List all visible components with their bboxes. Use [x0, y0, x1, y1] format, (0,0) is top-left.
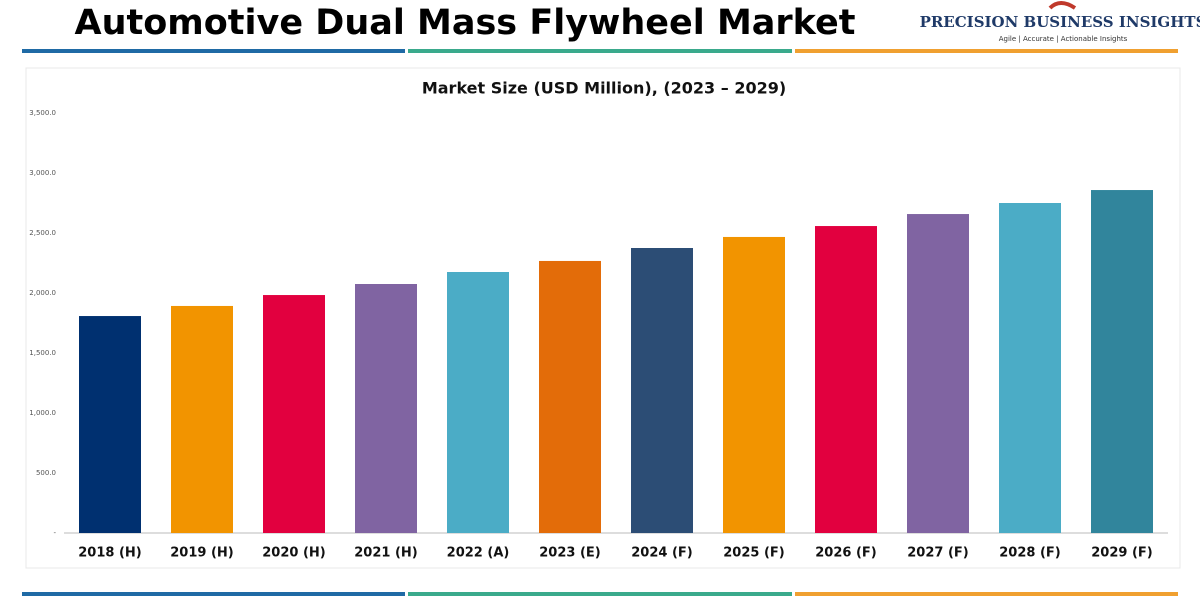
bar [355, 284, 417, 533]
x-tick-label: 2027 (F) [907, 546, 968, 561]
y-tick-label: 500.0 [36, 469, 56, 477]
x-tick-label: 2025 (F) [723, 546, 784, 561]
x-tick-label: 2020 (H) [262, 546, 325, 561]
bar [263, 295, 325, 533]
page-title: Automotive Dual Mass Flywheel Market [75, 3, 856, 43]
x-tick-label: 2028 (F) [999, 546, 1060, 561]
x-tick-label: 2018 (H) [78, 546, 141, 561]
brand-name: PRECISION BUSINESS INSIGHTS [920, 13, 1200, 31]
bar [447, 272, 509, 533]
bar [631, 248, 693, 533]
plot-area: - 500.0 1,000.0 1,500.0 2,000.0 2,500.0 3,000.… [29, 109, 1168, 561]
x-tick-label: 2021 (H) [354, 546, 417, 561]
bar [171, 305, 233, 533]
bar [723, 236, 785, 533]
chart-title: Market Size (USD Million), (2023 – 2029) [422, 79, 786, 98]
y-tick-label: 1,500.0 [29, 349, 56, 357]
y-tick-label: 2,500.0 [29, 229, 56, 237]
x-tick-label: 2024 (F) [631, 546, 692, 561]
logo-mark [1048, 1, 1077, 10]
bar [1091, 190, 1153, 534]
brand-tagline: Agile | Accurate | Actionable Insights [999, 35, 1128, 43]
x-tick-label: 2029 (F) [1091, 546, 1152, 561]
bar [815, 226, 877, 534]
y-tick-label: 3,500.0 [29, 109, 56, 117]
bar [79, 316, 141, 533]
x-tick-label: 2022 (A) [447, 546, 510, 561]
x-tick-label: 2019 (H) [170, 546, 233, 561]
y-tick-label: - [53, 529, 56, 537]
y-tick-label: 2,000.0 [29, 289, 56, 297]
x-tick-label: 2023 (E) [539, 546, 600, 561]
x-tick-label: 2026 (F) [815, 546, 876, 561]
y-tick-label: 1,000.0 [29, 409, 56, 417]
bar [999, 203, 1061, 533]
bar [539, 260, 601, 533]
y-tick-label: 3,000.0 [29, 169, 56, 177]
bar [907, 214, 969, 534]
